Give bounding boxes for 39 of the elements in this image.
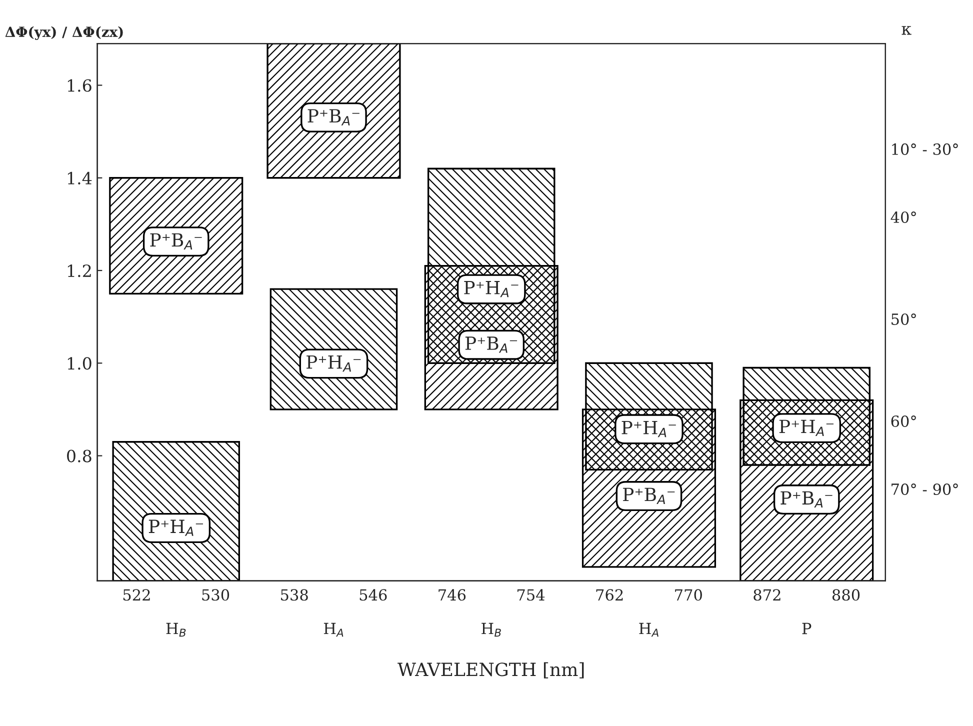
text: 872 [754,589,780,601]
category-label: 70° - 90° [892,483,958,496]
category-label: 50° [892,313,916,325]
text: 522 [123,589,150,601]
y-tick-label: 1.6 [68,79,92,92]
x-tick-label: H$_{A}$ [324,622,344,637]
text: 546 [360,589,387,601]
text: P⁺B$_{A}$⁻ [780,491,832,508]
bar [266,44,401,179]
text: P⁺H$_{A}$⁻ [464,281,518,298]
x-axis-title: WAVELENGTH [nm] [398,662,584,678]
x-tick-label: H$_{B}$ [482,622,501,637]
text: 762 [596,589,623,601]
text: 530 [202,589,230,601]
category-label: 10° - 30° [892,143,958,155]
text: 746 [438,589,466,601]
x-tick-label: H$_{A}$ [639,622,658,637]
text: P⁺H$_{A}$⁻ [306,355,361,372]
category-label: 60° [891,415,916,428]
text: P⁺H$_{A}$⁻ [622,420,676,438]
y-tick-label: 1.0 [68,357,92,370]
y-axis-title: ΔΦ(yx) / ΔΦ(zx) [5,26,123,40]
y-tick-label: 1.4 [68,172,92,184]
category-label: 40° [890,211,916,223]
y2-axis-title: κ [902,26,912,35]
text: 754 [517,589,545,601]
text: P⁺B$_{A}$⁻ [623,488,675,504]
text: P⁺H$_{A}$⁻ [148,520,204,536]
text: P⁺B$_{A}$⁻ [150,233,202,250]
y-tick-label: 1.2 [68,264,91,278]
text: 880 [832,589,860,601]
x-tick-label: P [802,622,812,634]
text: 538 [281,589,308,601]
text: P⁺B$_{A}$⁻ [465,336,518,353]
x-tick-label: H$_{B}$ [166,622,186,637]
text: 770 [675,589,702,601]
series-label: P⁺B$_{A}$⁻ [308,109,360,126]
y-tick-label: 0.8 [67,450,92,462]
series-label: P⁺H$_{A}$⁻ [779,420,834,436]
